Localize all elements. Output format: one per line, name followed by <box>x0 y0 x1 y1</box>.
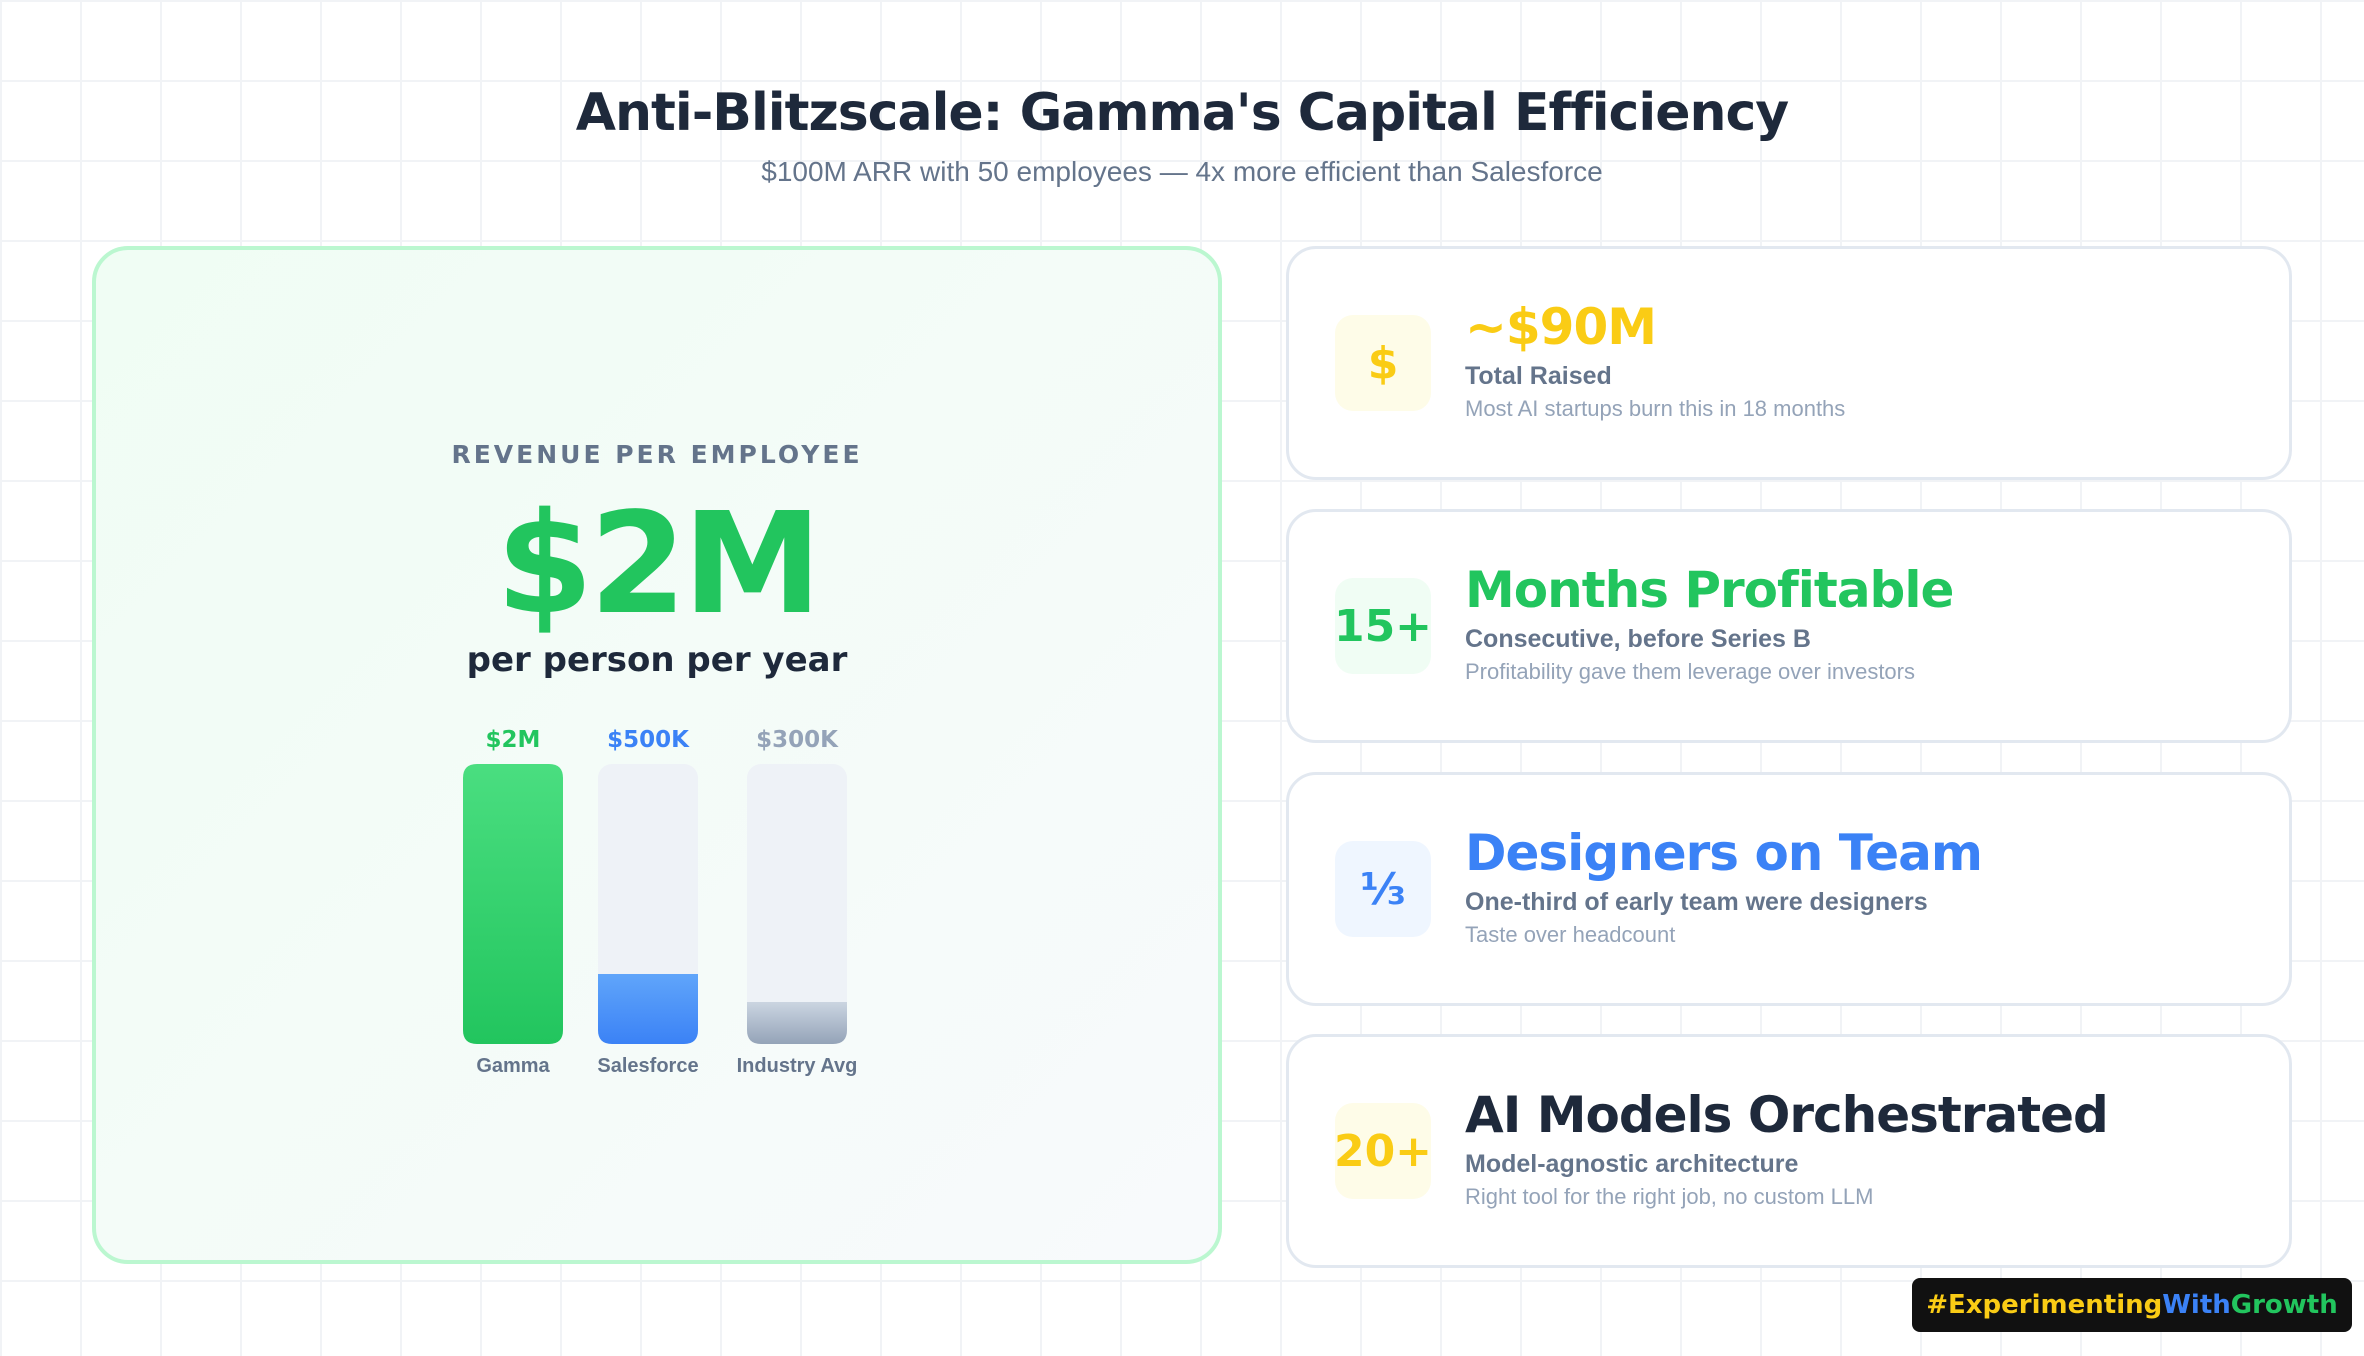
revenue-per-employee-value: $2M <box>495 483 822 646</box>
card-value: ~$90M <box>1465 298 1657 356</box>
card-label: One-third of early team were designers <box>1465 888 1928 916</box>
hashtag-part: With <box>2162 1290 2231 1320</box>
dollar-icon: $ <box>1335 315 1431 411</box>
count-badge: 20+ <box>1334 1103 1432 1199</box>
revenue-per-employee-unit: per person per year <box>466 640 848 680</box>
total-raised-card: $ ~$90M Total Raised Most AI startups bu… <box>1286 246 2292 480</box>
bar-value-label-industry-avg: $300K <box>756 727 839 753</box>
page-title: Anti-Blitzscale: Gamma's Capital Efficie… <box>575 83 1789 143</box>
ai-models-card: 20+ AI Models Orchestrated Model-agnosti… <box>1286 1034 2292 1268</box>
bar-gamma <box>463 764 563 1044</box>
designers-card: ⅓ Designers on Team One-third of early t… <box>1286 772 2292 1006</box>
fraction-badge: ⅓ <box>1335 841 1431 937</box>
bar-value-label-salesforce: $500K <box>607 727 690 753</box>
card-note: Taste over headcount <box>1465 922 1676 947</box>
bar-industry-avg <box>747 1002 847 1044</box>
revenue-per-employee-label: REVENUE PER EMPLOYEE <box>451 440 863 469</box>
header: Anti-Blitzscale: Gamma's Capital Efficie… <box>0 78 2364 190</box>
hashtag-badge: #Experimenting With Growth <box>1912 1278 2352 1332</box>
bar-value-label-gamma: $2M <box>486 727 541 753</box>
hashtag-part: Growth <box>2230 1290 2338 1320</box>
count-badge: 15+ <box>1334 578 1432 674</box>
revenue-bar-chart: $2M Gamma $500K Salesforce $300K Industry Avg <box>463 727 858 1077</box>
bar-category-label-industry-avg: Industry Avg <box>737 1055 858 1077</box>
bar-category-label-salesforce: Salesforce <box>597 1055 698 1077</box>
card-value: Designers on Team <box>1465 824 1983 882</box>
card-note: Profitability gave them leverage over in… <box>1465 659 1915 684</box>
card-value: AI Models Orchestrated <box>1465 1086 2109 1144</box>
bar-salesforce <box>598 974 698 1044</box>
card-note: Most AI startups burn this in 18 months <box>1465 396 1846 421</box>
card-label: Consecutive, before Series B <box>1465 625 1811 653</box>
card-label: Model-agnostic architecture <box>1465 1150 1799 1178</box>
card-label: Total Raised <box>1465 362 1612 390</box>
months-profitable-card: 15+ Months Profitable Consecutive, befor… <box>1286 509 2292 743</box>
bar-category-label-gamma: Gamma <box>476 1055 550 1077</box>
card-note: Right tool for the right job, no custom … <box>1465 1184 1874 1209</box>
card-value: Months Profitable <box>1465 561 1954 619</box>
page-subtitle: $100M ARR with 50 employees — 4x more ef… <box>761 156 1603 187</box>
bar-track-industry-avg <box>747 764 847 1044</box>
revenue-per-employee-panel: REVENUE PER EMPLOYEE $2M per person per … <box>92 246 1222 1264</box>
hashtag-part: #Experimenting <box>1926 1290 2163 1320</box>
